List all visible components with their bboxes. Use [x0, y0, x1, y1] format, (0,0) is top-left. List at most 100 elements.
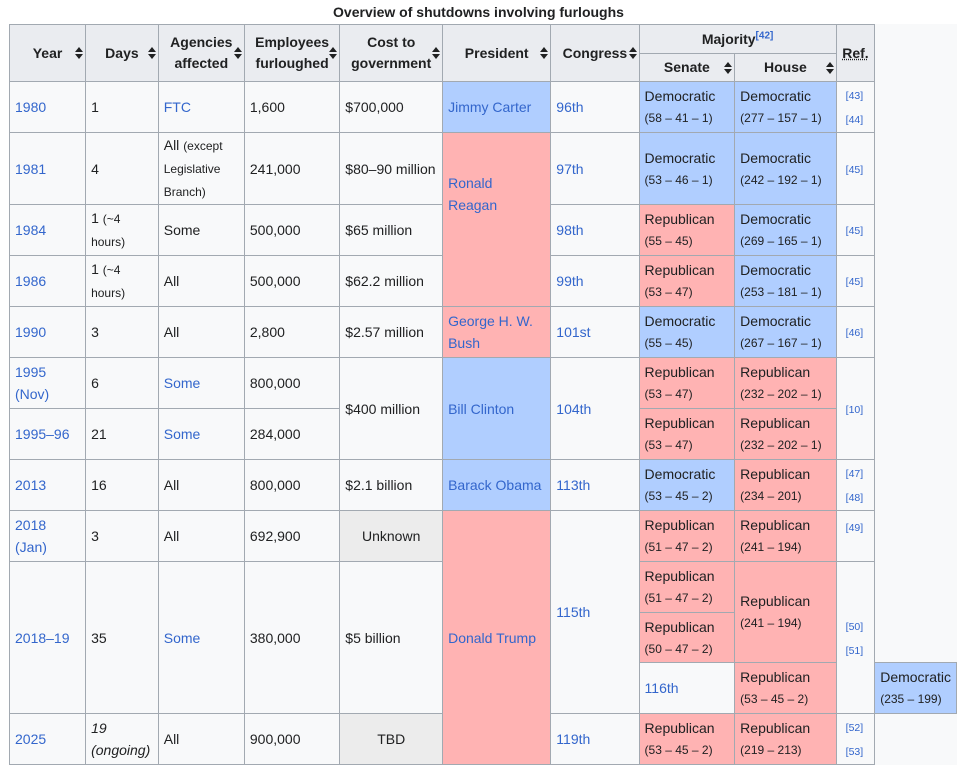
ref-link[interactable]: [51] — [845, 644, 864, 657]
house-seats: (219 – 213) — [740, 743, 802, 757]
days-cell: 3 — [85, 306, 159, 358]
president-link[interactable]: Bush — [448, 335, 480, 351]
year-link[interactable]: 2018 (Jan) — [15, 517, 47, 555]
table-row: 1980 1 FTC 1,600 $700,000 Jimmy Carter 9… — [8, 81, 957, 133]
year-link[interactable]: 2025 — [15, 731, 47, 747]
congress-link[interactable]: 99th — [556, 273, 584, 289]
congress-link[interactable]: 116th — [644, 680, 679, 696]
ref-link[interactable]: [49] — [845, 522, 864, 534]
year-link[interactable]: 1995 (Nov) — [15, 364, 50, 402]
congress-link[interactable]: 113th — [556, 477, 591, 493]
senate-seats: (53 – 45 – 2) — [740, 692, 809, 706]
year-cell[interactable]: 1984 — [8, 204, 87, 256]
senate-party: Democratic — [644, 88, 716, 104]
senate-cell: Republican (53 – 47) — [638, 408, 736, 460]
employees-cell: 900,000 — [243, 713, 341, 765]
congress-link[interactable]: 98th — [556, 222, 584, 238]
agencies-link[interactable]: Some — [163, 629, 201, 646]
congress-link[interactable]: 96th — [556, 99, 584, 115]
header-cost[interactable]: Cost to government — [339, 24, 444, 82]
year-cell[interactable]: 1980 — [8, 81, 87, 133]
header-agencies[interactable]: Agencies affected — [157, 24, 245, 82]
ref-link[interactable]: [10] — [845, 403, 864, 416]
house-cell: Democratic (267 – 167 – 1) — [734, 306, 837, 358]
year-cell[interactable]: 1990 — [8, 306, 87, 358]
year-link[interactable]: 1981 — [15, 160, 47, 177]
year-link[interactable]: 1980 — [15, 99, 47, 115]
senate-seats: (53 – 47) — [644, 387, 693, 401]
ref-cell: [10] — [835, 357, 876, 460]
days-cell: 21 — [85, 408, 159, 460]
year-cell[interactable]: 1995 (Nov) — [8, 357, 87, 409]
ref-link[interactable]: [47] — [845, 468, 864, 480]
president-link[interactable]: Ronald Reagan — [448, 174, 498, 213]
year-cell[interactable]: 1995–96 — [8, 408, 87, 460]
senate-party: Republican — [644, 568, 715, 584]
ref-cell: [49] — [835, 510, 876, 562]
president-link[interactable]: Donald Trump — [448, 629, 537, 646]
header-cost-label-2: government — [351, 55, 432, 71]
senate-party: Democratic — [644, 149, 716, 166]
senate-seats: (53 – 47) — [644, 285, 693, 299]
house-seats: (267 – 167 – 1) — [740, 336, 822, 350]
header-ref-label: Ref. — [842, 44, 869, 61]
ref-link[interactable]: [48] — [845, 492, 864, 504]
president-link[interactable]: George H. W. — [448, 313, 533, 329]
agencies-link[interactable]: Some — [163, 426, 201, 442]
president-link[interactable]: Bill Clinton — [448, 400, 515, 417]
congress-link[interactable]: 97th — [556, 160, 584, 177]
year-cell[interactable]: 2018–19 — [8, 561, 87, 714]
congress-link[interactable]: 115th — [556, 604, 591, 620]
ref-link[interactable]: [45] — [845, 276, 864, 288]
year-cell[interactable]: 2025 — [8, 713, 87, 765]
congress-cell: 97th — [550, 132, 640, 205]
days-cell: 1 — [85, 81, 159, 133]
agencies-link[interactable]: FTC — [163, 99, 191, 115]
year-link[interactable]: 1990 — [15, 324, 47, 340]
year-link[interactable]: 1986 — [15, 273, 47, 289]
header-president[interactable]: President — [442, 24, 552, 82]
year-cell[interactable]: 2018 (Jan) — [8, 510, 87, 562]
ref-link[interactable]: [53] — [845, 746, 864, 758]
house-party: Democratic — [740, 149, 811, 166]
header-congress[interactable]: Congress — [550, 24, 640, 82]
days-cell: 1 (~4 hours) — [85, 204, 159, 256]
year-link[interactable]: 2018–19 — [15, 629, 70, 646]
president-link[interactable]: Jimmy Carter — [448, 99, 532, 115]
year-cell[interactable]: 1986 — [8, 255, 87, 307]
majority-ref-link[interactable]: [42] — [755, 29, 774, 41]
days-note: hours) — [91, 286, 126, 300]
year-cell[interactable]: 2013 — [8, 459, 87, 511]
house-party: Democratic — [740, 313, 811, 329]
ref-link[interactable]: [45] — [845, 225, 864, 237]
agencies-link[interactable]: Some — [163, 375, 201, 391]
header-senate[interactable]: Senate — [638, 53, 736, 82]
congress-link[interactable]: 101st — [556, 324, 591, 340]
year-link[interactable]: 2013 — [15, 477, 47, 493]
header-days[interactable]: Days — [85, 24, 159, 82]
year-link[interactable]: 1984 — [15, 222, 47, 238]
ref-link[interactable]: [44] — [845, 114, 864, 126]
header-house[interactable]: House — [734, 53, 837, 82]
congress-link[interactable]: 119th — [556, 731, 591, 747]
ref-link[interactable]: [43] — [845, 90, 864, 102]
employees-cell: 500,000 — [243, 255, 341, 307]
house-party: Republican — [740, 517, 811, 533]
president-link[interactable]: Barack Obama — [448, 477, 542, 493]
ref-link[interactable]: [52] — [845, 722, 864, 734]
house-party: Republican — [740, 364, 811, 380]
year-cell[interactable]: 1981 — [8, 132, 87, 205]
congress-link[interactable]: 104th — [556, 400, 592, 417]
table-row: 1995–96 21 Some 284,000 Republican (53 – … — [8, 408, 957, 460]
header-employees[interactable]: Employees furloughed — [243, 24, 341, 82]
ref-link[interactable]: [46] — [845, 327, 864, 339]
header-year[interactable]: Year — [8, 24, 87, 82]
congress-cell: 101st — [550, 306, 640, 358]
ref-link[interactable]: [50] — [845, 620, 864, 633]
senate-cell: Democratic (58 – 41 – 1) — [638, 81, 736, 133]
senate-seats: (55 – 45) — [644, 336, 693, 350]
ref-link[interactable]: [45] — [845, 163, 864, 176]
house-party: Democratic — [880, 669, 951, 685]
year-link[interactable]: 1995–96 — [15, 426, 70, 442]
